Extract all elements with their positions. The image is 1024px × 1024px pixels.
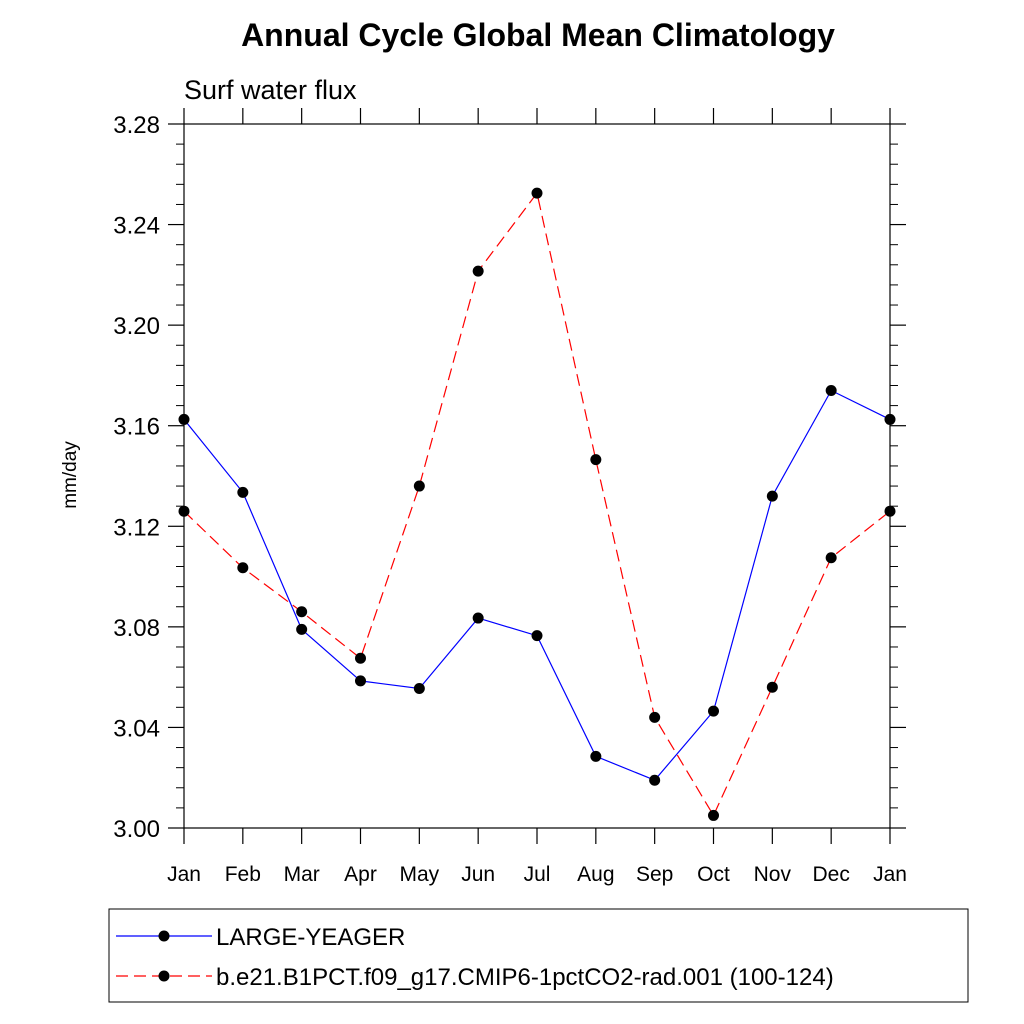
series-1-point	[708, 809, 719, 821]
x-tick-label: Jun	[461, 863, 495, 886]
series-1-point	[825, 552, 837, 564]
legend-label-1pctco2: b.e21.B1PCT.f09_g17.CMIP6-1pctCO2-rad.00…	[216, 964, 834, 991]
x-tick-label: Apr	[344, 863, 377, 886]
y-tick-label: 3.16	[113, 414, 160, 441]
series-0-point	[825, 385, 837, 397]
series-1-point	[766, 681, 778, 693]
x-tick-label: Oct	[697, 863, 730, 886]
x-tick-label: Jan	[873, 863, 907, 886]
y-axis-label: mm/day	[60, 441, 81, 509]
series-1-point	[237, 562, 249, 574]
legend-box	[108, 908, 969, 1003]
series-0-point	[590, 750, 602, 762]
legend-marker-1pctco2	[158, 970, 170, 982]
series-line-0	[183, 389, 891, 781]
series-0-point	[531, 630, 543, 642]
series-1-point	[531, 187, 543, 199]
y-tick-label: 3.20	[113, 313, 160, 340]
series-layer	[178, 187, 896, 821]
series-0-point	[708, 705, 719, 717]
series-1-point	[472, 265, 484, 277]
legend-label-large-yeager: LARGE-YEAGER	[216, 924, 405, 951]
series-0-point	[178, 413, 190, 425]
series-1-point	[649, 711, 661, 723]
x-tick-label: Feb	[225, 863, 261, 886]
series-0-point	[884, 413, 896, 425]
y-tick-label: 3.28	[113, 112, 160, 139]
axis-tick-labels: 3.00 3.04 3.08 3.12 3.16 3.20 3.24 3.28 Jan Feb Ma…	[113, 112, 907, 886]
x-tick-label: Jan	[167, 863, 201, 886]
series-0-point	[355, 675, 366, 687]
x-tick-label: Jul	[524, 863, 551, 886]
x-tick-label: Mar	[284, 863, 320, 886]
series-1-point	[178, 505, 190, 517]
series-0-point	[296, 623, 308, 635]
series-0-point	[472, 612, 484, 624]
y-tick-label: 3.08	[113, 615, 160, 642]
series-0-point	[766, 490, 778, 502]
legend-marker-large-yeager	[158, 930, 170, 942]
y-tick-label: 3.24	[113, 213, 160, 240]
series-0-point	[413, 682, 425, 694]
series-1-point	[884, 505, 896, 517]
x-tick-label: Dec	[812, 863, 849, 886]
x-tick-label: May	[399, 863, 439, 886]
series-1-point	[355, 652, 366, 664]
y-tick-label: 3.00	[113, 816, 160, 843]
series-0-point	[649, 774, 661, 786]
axis-ticks	[168, 108, 906, 844]
x-tick-label: Sep	[636, 863, 673, 886]
series-line-1	[183, 191, 891, 817]
chart-title: Annual Cycle Global Mean Climatology	[241, 17, 835, 53]
y-tick-label: 3.04	[113, 715, 160, 742]
series-1-point	[413, 480, 425, 492]
x-tick-label: Nov	[754, 863, 792, 886]
y-tick-label: 3.12	[113, 514, 160, 541]
series-0-point	[237, 486, 249, 498]
chart-subtitle: Surf water flux	[184, 75, 357, 105]
x-tick-label: Aug	[577, 863, 614, 886]
legend: LARGE-YEAGER b.e21.B1PCT.f09_g17.CMIP6-1…	[108, 908, 969, 1003]
series-1-point	[590, 454, 602, 466]
series-1-point	[296, 606, 308, 618]
